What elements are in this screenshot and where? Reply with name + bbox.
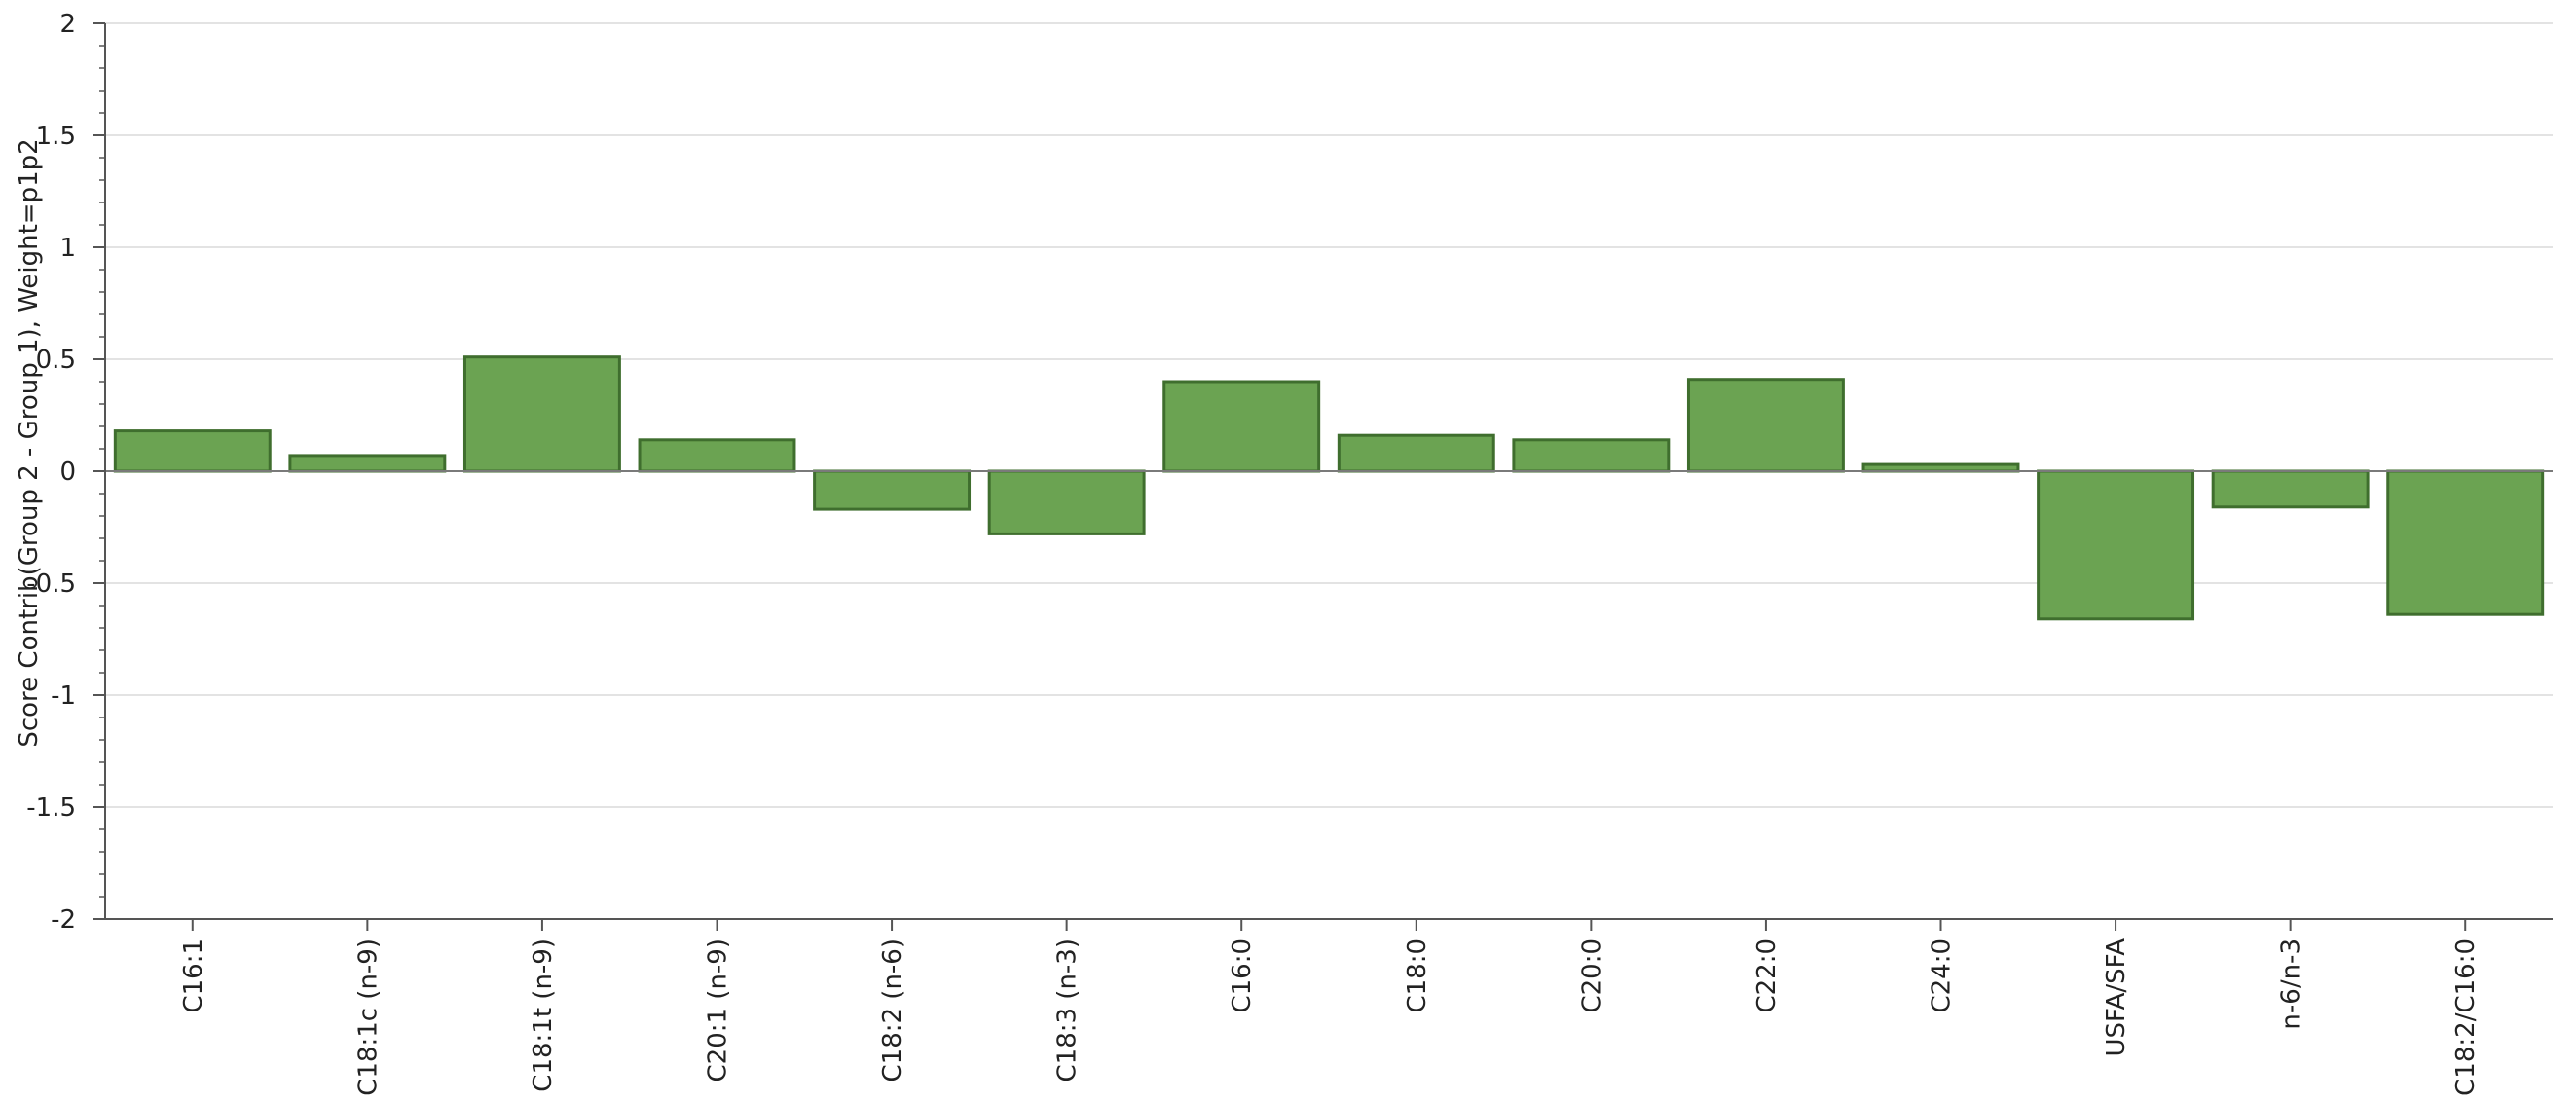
bar-c18-1t-n-9 [462,355,621,473]
bar-c18-0 [1337,433,1495,473]
x-tick-label: C22:0 [1752,938,1782,1013]
y-tick-label: 0.5 [36,346,76,375]
x-tick-label: n-6/n-3 [2277,938,2306,1030]
bar-c16-1 [113,429,272,473]
x-tick-label: C20:1 (n-9) [704,938,733,1083]
y-tick-label: 1 [59,234,76,263]
bar-c24-0 [1861,462,2020,473]
bar-c18-2-c16-0 [2386,469,2545,616]
x-tick-label: C20:0 [1577,938,1606,1013]
bar-c22-0 [1686,378,1845,473]
bars [113,355,2545,621]
axes: 2 1.5 1 0.5 0 -0.5 -1 -1.5 -2 C16:1 C18:1c (n-9) C1… [26,10,2553,1096]
x-tick-label: C16:1 [179,938,208,1013]
bar-n-6-n-3 [2211,469,2370,509]
x-tick-label: C18:1t (n-9) [529,938,558,1092]
x-tick-label: C18:1c (n-9) [353,938,383,1096]
bar-c20-1-n-9 [638,438,796,473]
y-tick-label: -1 [51,681,76,711]
y-tick-label: -0.5 [26,570,76,599]
x-tick-label: C18:3 (n-3) [1053,938,1083,1083]
bar-usfa-sfa [2037,469,2195,621]
x-tick-label: C18:0 [1403,938,1432,1013]
bar-c16-0 [1162,380,1321,473]
bar-c18-2-n-6 [813,469,972,511]
x-tick-label: C24:0 [1928,938,1957,1013]
bar-c20-0 [1512,438,1671,473]
y-tick-label: 0 [59,458,76,487]
y-axis-title: Score Contrib(Group 2 - Group 1), Weight… [15,138,44,747]
x-tick-label: USFA/SFA [2102,938,2131,1057]
bar-c18-1c-n-9 [288,454,447,473]
y-tick-label: 1.5 [36,122,76,151]
x-tick-label: C16:0 [1228,938,1257,1013]
y-tick-label: -1.5 [26,793,76,823]
y-tick-label: 2 [59,10,76,39]
x-tick-label: C18:2/C16:0 [2451,938,2481,1096]
bar-c18-3-n-3 [987,469,1146,535]
y-tick-label: -2 [51,905,76,935]
x-tick-label: C18:2 (n-6) [878,938,907,1083]
